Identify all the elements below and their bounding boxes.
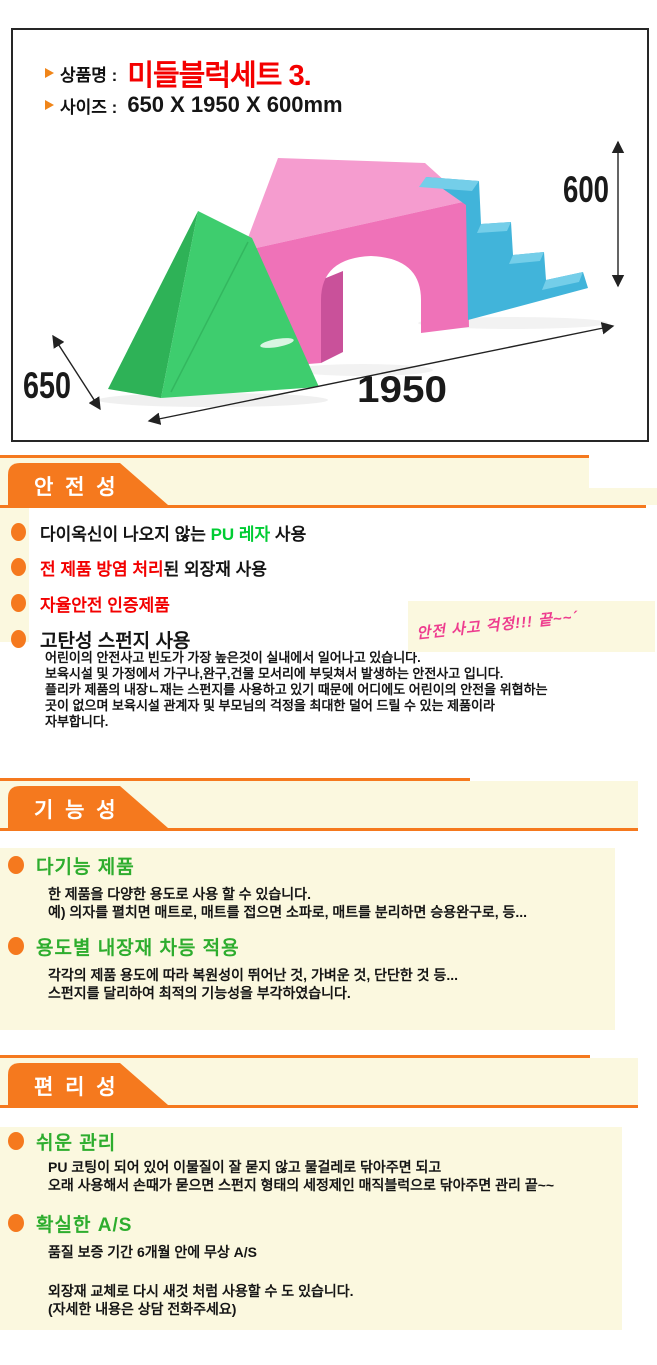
product-name-row: 상품명 : 미들블럭세트 3. [45,52,312,94]
section-title-safety: 안 전 성 [34,476,119,499]
function-panel [0,848,615,1030]
section-header-safety: 안 전 성 [0,455,657,508]
bullet-dot-icon [8,1132,24,1150]
bullet-dot-icon [8,856,24,874]
product-size-row: 사이즈 : 650 X 1950 X 600mm [45,92,343,118]
header-top-strip [0,778,470,781]
dim-length-label: 1950 [357,369,447,410]
dimension-depth: 650 [23,334,101,411]
convenience-item-2-line-3: (자세한 내용은 상담 전화주세요) [48,1301,237,1317]
product-info-box: 상품명 : 미들블럭세트 3. 사이즈 : 650 X 1950 X 600mm [11,28,649,442]
convenience-item-1-line-2: 오래 사용해서 손때가 묻으면 스펀지 형태의 세정제인 매직블럭으로 닦아주면… [48,1177,555,1193]
safety-bullet-4: 고탄성 스펀지 사용 [11,630,190,652]
bullet-dot-icon [11,594,26,612]
product-size-label: 사이즈 : [60,97,118,117]
handwritten-note: 안전 사고 걱정!!! 끝~~´ [408,601,655,652]
header-tab-shape [8,786,168,828]
product-name-label: 상품명 : [60,65,118,85]
product-name-value: 미들블럭세트 3. [127,60,311,92]
dim-depth-label: 650 [23,365,71,406]
product-size-value: 650 X 1950 X 600mm [127,92,343,117]
section-header-convenience: 편 리 성 [0,1055,657,1108]
dimension-length: 1950 [147,322,615,425]
convenience-item-2-heading-row: 확실한 A/S [8,1214,132,1236]
convenience-item-2-line-2: 외장재 교체로 다시 새것 처럼 사용할 수 도 있습니다. [48,1283,354,1299]
function-item-2-line-1: 각각의 제품 용도에 따라 복원성이 뛰어난 것, 가벼운 것, 단단한 것 등… [48,967,458,983]
paragraph-line: 자부합니다. [45,714,109,729]
bullet-dot-icon [8,1214,24,1232]
section-header-function: 기 능 성 [0,778,657,831]
bullet-text-post: 사용 [270,524,307,544]
header-top-strip [0,455,590,458]
section-title-convenience: 편 리 성 [34,1076,119,1099]
dimension-height: 600 [563,140,625,288]
dim-height-label: 600 [563,169,609,210]
bullet-dot-icon [11,523,26,541]
function-item-1-line-2: 예) 의자를 펼치면 매트로, 매트를 접으면 소파로, 매트를 분리하면 승용… [48,904,528,920]
bullet-dot-icon [11,558,26,576]
arrow-bullet-icon [45,68,54,78]
convenience-item-2-line-1: 품질 보증 기간 6개월 안에 무상 A/S [48,1244,258,1260]
function-item-1-heading: 다기능 제품 [36,856,135,878]
header-notch [589,455,657,488]
convenience-item-1-line-1: PU 코팅이 되어 있어 이물질이 잘 묻지 않고 물걸레로 닦아주면 되고 [48,1159,442,1175]
bullet-text-highlight: PU 레자 [210,524,271,544]
paragraph-line: 어린이의 안전사고 빈도가 가장 높은것이 실내에서 일어나고 있습니다. [45,650,421,665]
bullet-text: 전 제품 방염 처리된 외장재 사용 [40,555,267,580]
bullet-text: 고탄성 스펀지 사용 [40,630,191,652]
section-title-function: 기 능 성 [34,799,119,822]
convenience-item-1-heading-row: 쉬운 관리 [8,1132,116,1154]
bullet-text-post: 된 외장재 사용 [163,559,267,579]
header-underline [0,505,646,508]
function-item-2-heading: 용도별 내장재 차등 적용 [36,937,240,959]
header-tab-shape [8,463,168,505]
paragraph-line: 플리카 제품의 내장ㄴ재는 스펀지를 사용하고 있기 때문에 어디에도 어린이의… [45,682,548,697]
bullet-dot-icon [11,630,26,648]
bullet-text-pre: 다이옥신이 나오지 않는 [40,524,211,544]
header-tab-shape [8,1063,168,1105]
function-item-2-line-2: 스펀지를 달리하여 최적의 기능성을 부각하였습니다. [48,985,351,1001]
safety-bullet-2: 전 제품 방염 처리된 외장재 사용 [11,558,267,579]
bullet-dot-icon [8,937,24,955]
floor-shadow [98,393,328,407]
handwritten-note-text: 안전 사고 걱정!!! 끝~~´ [415,608,580,643]
product-dimension-diagram: 600 1950 650 [23,140,625,425]
arrow-bullet-icon [45,100,54,110]
paragraph-line: 곳이 없으며 보육시설 관계자 및 부모님의 걱정을 최대한 덜어 드릴 수 있… [45,698,495,713]
function-item-1-heading-row: 다기능 제품 [8,856,135,878]
function-item-2-heading-row: 용도별 내장재 차등 적용 [8,937,240,959]
bullet-text-highlight: 전 제품 방염 처리 [40,559,164,579]
function-item-1-line-1: 한 제품을 다양한 용도로 사용 할 수 있습니다. [48,886,311,902]
convenience-item-1-heading: 쉬운 관리 [36,1132,117,1154]
header-underline [0,1105,638,1108]
paragraph-line: 보육시설 및 가정에서 가구나,완구,건물 모서리에 부딪쳐서 발생하는 안전사… [45,666,504,681]
header-top-strip [0,1055,590,1058]
bullet-text: 다이옥신이 나오지 않는 PU 레자 사용 [40,520,306,545]
convenience-panel [0,1127,622,1330]
header-underline [0,828,638,831]
blue-stairs-block [419,177,588,320]
safety-paragraph: 어린이의 안전사고 빈도가 가장 높은것이 실내에서 일어나고 있습니다. 보육… [45,650,651,730]
convenience-item-2-heading: 확실한 A/S [36,1214,133,1236]
bullet-text: 자율안전 인증제품 [40,595,170,615]
safety-bullet-1: 다이옥신이 나오지 않는 PU 레자 사용 [11,523,306,544]
safety-bullet-3: 자율안전 인증제품 [11,594,170,615]
